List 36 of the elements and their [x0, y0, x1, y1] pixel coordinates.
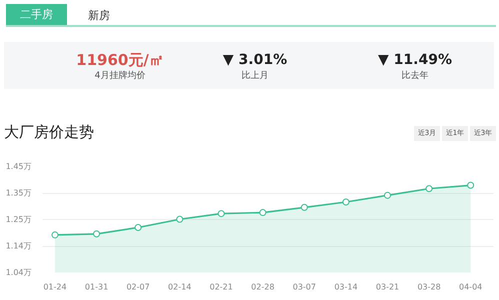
x-tick-label: 02-07	[126, 282, 150, 292]
x-tick-label: 02-14	[168, 282, 192, 292]
text: 4月挂牌均价	[94, 70, 146, 83]
point	[300, 204, 308, 211]
text: 新房	[88, 8, 110, 24]
y-tick-label: 1.25万	[6, 215, 32, 224]
point	[426, 185, 433, 192]
x-tick-label: 01-24	[43, 282, 67, 292]
y-tick-label: 1.14万	[6, 242, 32, 250]
text: ▼ 3.01%	[222, 51, 288, 70]
x-tick-label: 02-28	[251, 282, 274, 292]
point	[51, 231, 58, 238]
point	[467, 182, 474, 189]
y-tick-label: 1.45万	[6, 162, 32, 171]
x-tick-label: 03-14	[334, 282, 358, 292]
chart-title: 大厂房价走势	[4, 122, 94, 143]
point	[384, 192, 392, 199]
y-tick-label: 1.04万	[6, 268, 32, 277]
point	[259, 209, 266, 216]
point	[342, 198, 350, 206]
text: 比去年	[400, 70, 430, 83]
x-tick-label: 03-28	[417, 282, 441, 292]
text: ▼ 11.49%	[377, 51, 453, 70]
text: 11960元/㎡	[75, 50, 165, 70]
text: 比上月	[240, 70, 270, 83]
text: 二手房	[6, 4, 67, 26]
x-tick-label: 03-21	[376, 282, 400, 292]
x-tick-label: 04-04	[459, 282, 482, 292]
point	[176, 216, 184, 223]
y-tick-label: 1.35万	[6, 188, 32, 198]
point	[93, 230, 100, 238]
point	[218, 210, 225, 218]
x-tick-label: 02-21	[210, 282, 233, 292]
x-tick-label: 01-31	[84, 282, 108, 292]
point	[134, 224, 142, 231]
x-tick-label: 03-07	[292, 282, 316, 292]
